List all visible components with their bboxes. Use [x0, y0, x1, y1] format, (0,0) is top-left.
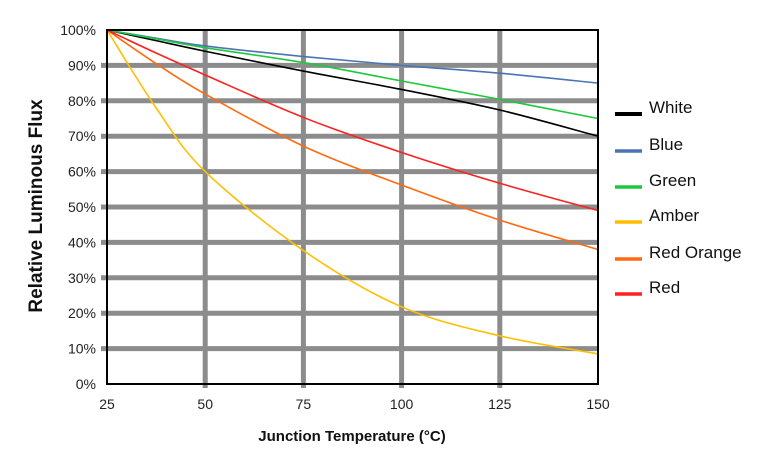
series-line-red-orange: [106, 29, 599, 251]
y-axis-label: Relative Luminous Flux: [26, 99, 47, 313]
y-tick-label: 40%: [68, 234, 96, 250]
series-line-amber: [106, 29, 599, 355]
x-tick-labels: 25 50 75 100 125 150: [99, 396, 610, 412]
legend-label: Red: [649, 278, 680, 297]
x-tick-label: 100: [390, 396, 414, 412]
x-tick-label: 50: [197, 396, 213, 412]
y-tick-label: 70%: [68, 128, 96, 144]
grid: [101, 30, 598, 388]
x-axis-label: Junction Temperature (°C): [258, 428, 445, 445]
x-tick-label: 150: [586, 396, 610, 412]
y-tick-label: 90%: [68, 57, 96, 73]
y-tick-label: 60%: [68, 164, 96, 180]
legend-label: Green: [649, 171, 696, 190]
x-tick-label: 75: [296, 396, 312, 412]
legend: White Blue Green Amber Red Orange Red: [615, 98, 742, 297]
y-tick-label: 30%: [68, 270, 96, 286]
legend-label: Amber: [649, 206, 699, 225]
series-line-red: [106, 29, 599, 212]
legend-label: Blue: [649, 135, 683, 154]
y-tick-labels: 0% 10% 20% 30% 40% 50% 60% 70% 80% 90% 100%: [60, 22, 96, 392]
x-tick-label: 125: [488, 396, 512, 412]
y-tick-label: 80%: [68, 93, 96, 109]
series-lines: [106, 29, 599, 355]
x-tick-label: 25: [99, 396, 115, 412]
series-line-white: [106, 29, 599, 137]
y-tick-label: 20%: [68, 305, 96, 321]
y-tick-label: 100%: [60, 22, 96, 38]
y-tick-label: 10%: [68, 341, 96, 357]
y-tick-label: 50%: [68, 199, 96, 215]
legend-label: Red Orange: [649, 243, 742, 262]
y-tick-label: 0%: [76, 376, 96, 392]
plot-frame: [106, 29, 599, 385]
series-line-blue: [106, 29, 599, 84]
series-line-green: [106, 29, 599, 120]
legend-label: White: [649, 98, 692, 117]
